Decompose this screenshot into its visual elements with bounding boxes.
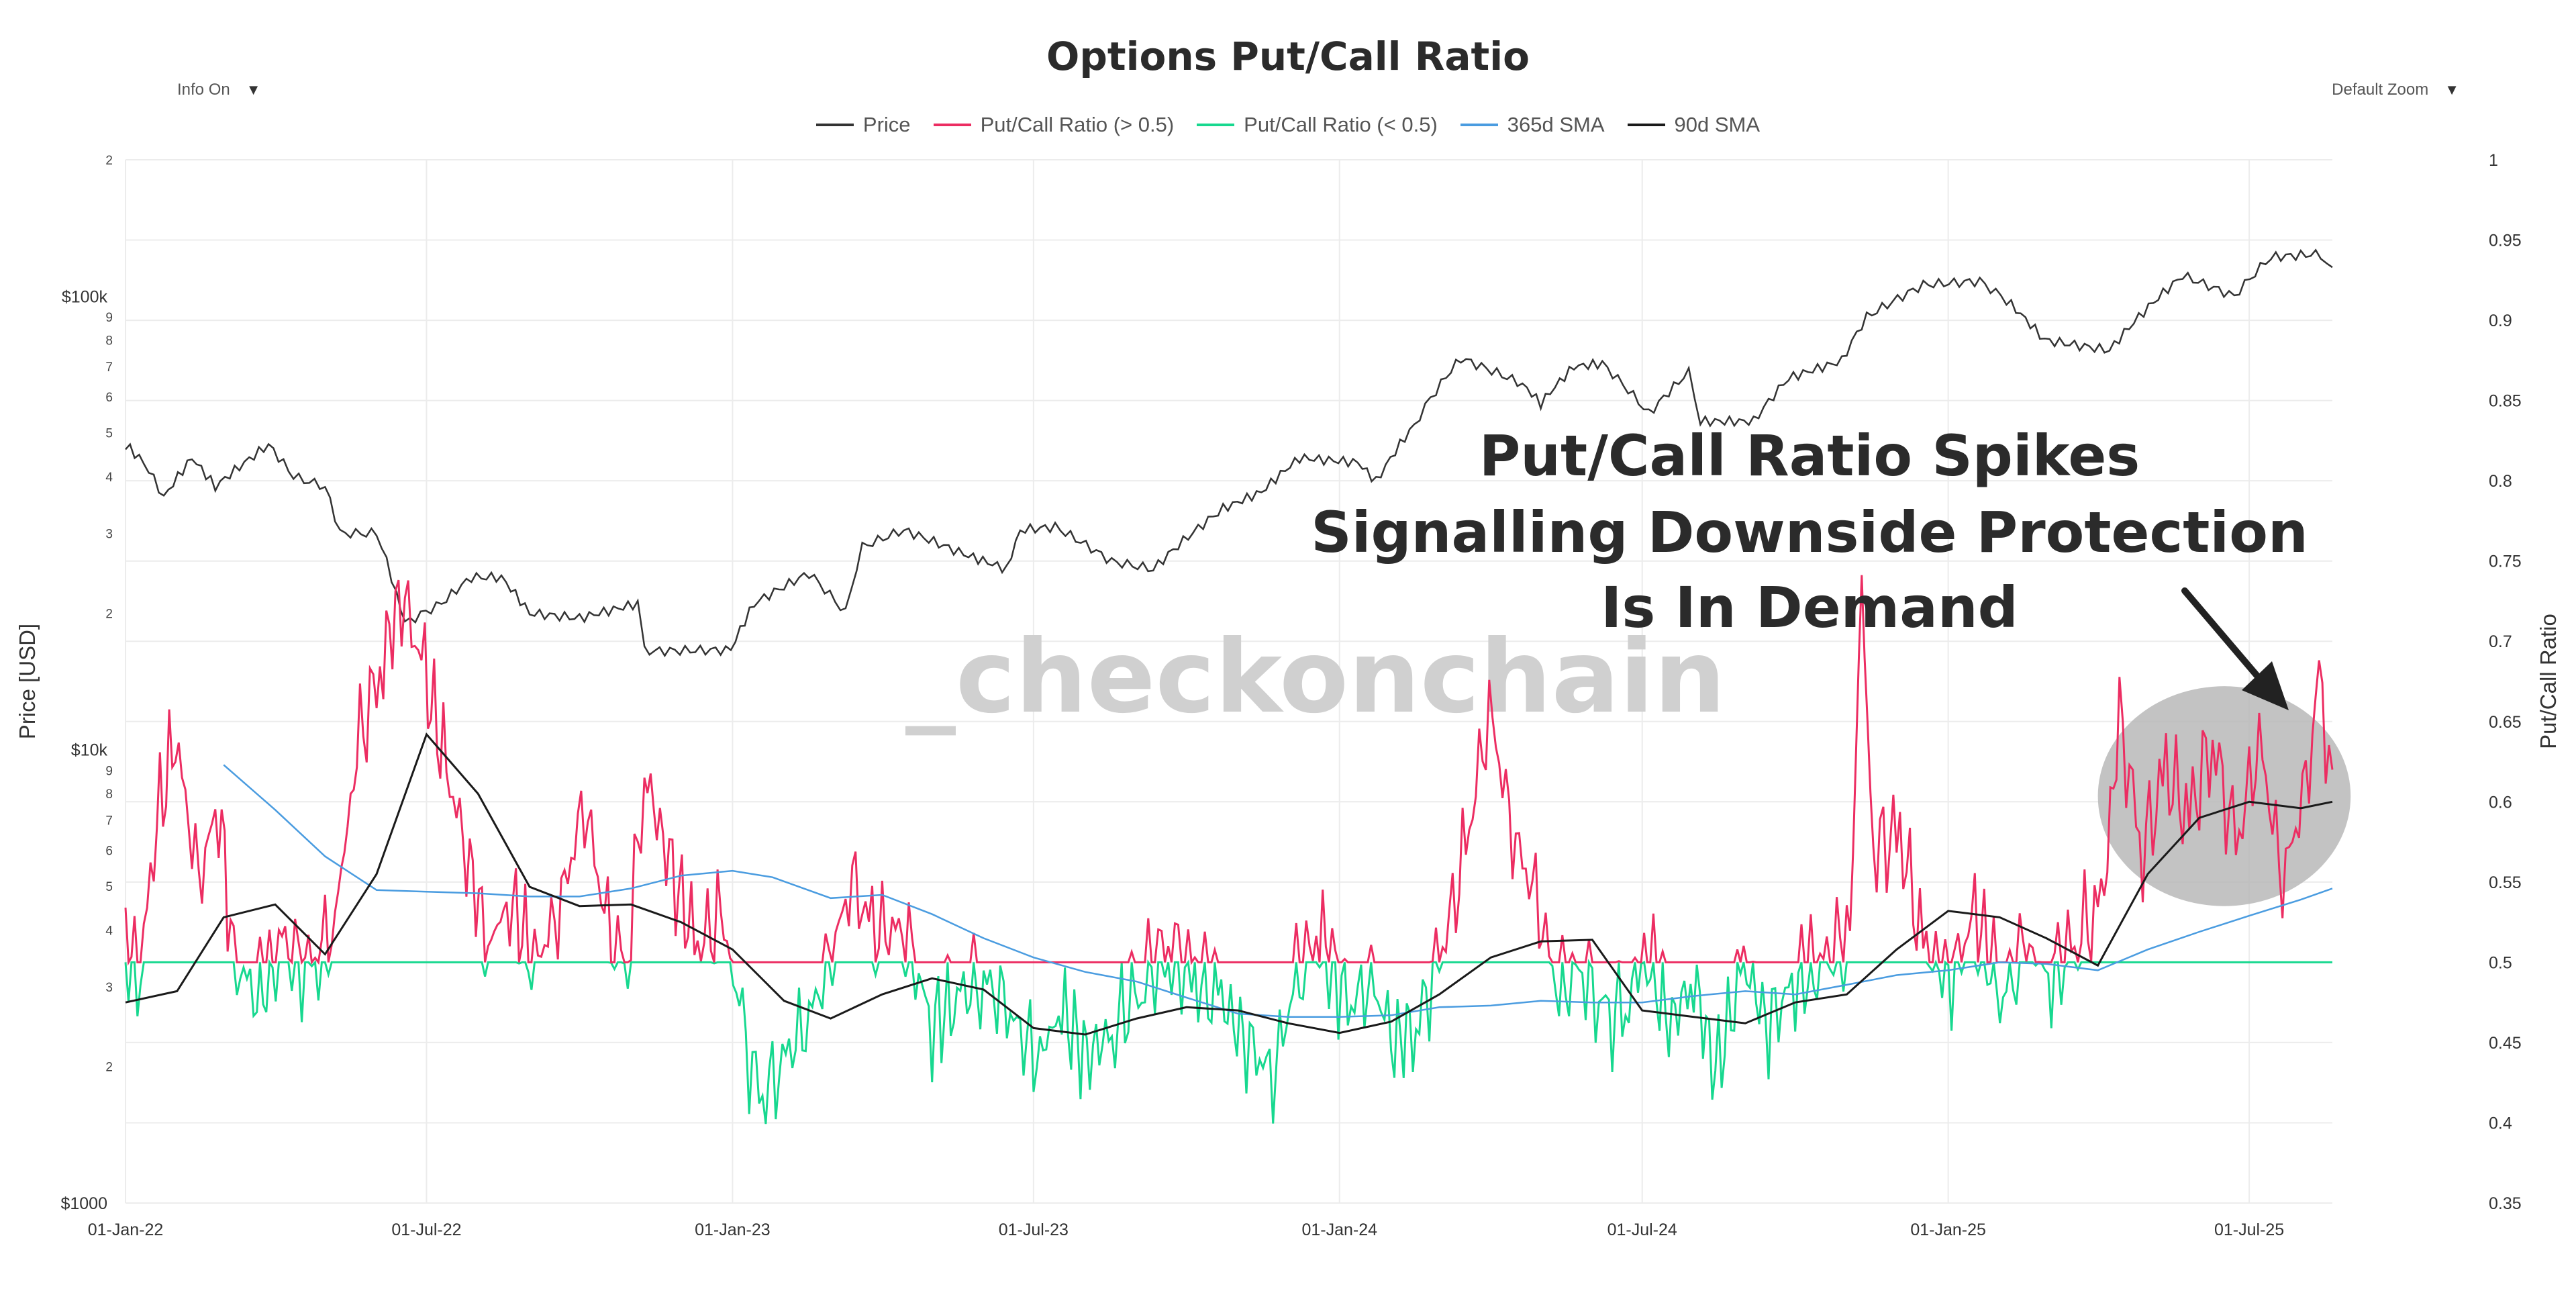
y-left-minor-tick-label: 3 <box>105 981 113 995</box>
y-left-minor-tick-label: 8 <box>105 334 113 348</box>
x-tick-label: 01-Jan-24 <box>1301 1220 1377 1239</box>
y-left-minor-tick-label: 4 <box>105 924 113 938</box>
y-right-tick-label: 0.5 <box>2489 953 2512 972</box>
y-left-minor-tick-label: 7 <box>105 814 113 828</box>
annotation-arrow <box>2181 587 2265 685</box>
info-toggle-label: Info On <box>177 81 230 99</box>
watermark: _checkonchain <box>905 619 1726 736</box>
annotation-text: Is In Demand <box>1601 575 2018 640</box>
chevron-down-icon: ▼ <box>2444 81 2459 98</box>
y-right-tick-label: 0.45 <box>2489 1034 2522 1053</box>
sma-90d-line <box>125 732 2333 1036</box>
y-left-minor-tick-label: 7 <box>105 361 113 375</box>
chart-title: Options Put/Call Ratio <box>1046 34 1530 79</box>
legend: Price Put/Call Ratio (> 0.5) Put/Call Ra… <box>0 113 2576 137</box>
legend-label: 365d SMA <box>1507 113 1605 136</box>
info-toggle-dropdown[interactable]: Info On ▼ <box>168 75 270 105</box>
legend-swatch-365d-sma <box>1460 124 1498 126</box>
y-right-tick-label: 0.85 <box>2489 392 2522 411</box>
legend-label: Price <box>862 113 911 136</box>
y-left-minor-tick-label: 2 <box>105 1061 113 1075</box>
y-right-tick-label: 0.95 <box>2489 232 2522 250</box>
legend-swatch-pcr-above <box>933 124 971 126</box>
y-right-tick-label: 0.35 <box>2489 1194 2522 1213</box>
legend-label: Put/Call Ratio (< 0.5) <box>1244 113 1438 136</box>
x-tick-label: 01-Jul-25 <box>2214 1220 2284 1239</box>
x-tick-label: 01-Jul-22 <box>391 1220 461 1239</box>
y-left-minor-tick-label: 3 <box>105 527 113 541</box>
y-left-minor-tick-label: 2 <box>105 607 113 621</box>
legend-swatch-price <box>815 124 854 126</box>
y-right-tick-label: 0.4 <box>2489 1114 2512 1133</box>
y-left-minor-tick-label: 2 <box>105 154 113 168</box>
x-tick-label: 01-Jul-24 <box>1607 1220 1677 1239</box>
y-left-minor-tick-label: 4 <box>105 471 113 485</box>
legend-item-price[interactable]: Price <box>815 113 911 137</box>
y-right-tick-label: 0.8 <box>2489 472 2512 491</box>
sma-365d-line <box>223 764 2333 1018</box>
y-right-tick-label: 0.6 <box>2489 793 2512 812</box>
zoom-dropdown[interactable]: Default Zoom ▼ <box>2322 75 2469 105</box>
annotation-text: Signalling Downside Protection <box>1311 499 2308 565</box>
y-right-tick-label: 0.75 <box>2489 553 2522 571</box>
x-tick-label: 01-Jan-25 <box>1910 1220 1986 1239</box>
legend-item-pcr-above[interactable]: Put/Call Ratio (> 0.5) <box>933 113 1175 137</box>
legend-label: 90d SMA <box>1674 113 1761 136</box>
y-left-minor-tick-label: 6 <box>105 391 113 405</box>
y-left-minor-tick-label: 9 <box>105 311 113 325</box>
legend-item-365d-sma[interactable]: 365d SMA <box>1460 113 1605 137</box>
y-right-axis-title: Put/Call Ratio <box>2536 614 2561 749</box>
price-line <box>125 248 2333 658</box>
legend-item-90d-sma[interactable]: 90d SMA <box>1627 113 1761 137</box>
y-right-tick-label: 0.65 <box>2489 713 2522 732</box>
x-tick-label: 01-Jan-22 <box>88 1220 164 1239</box>
legend-swatch-90d-sma <box>1627 124 1665 126</box>
chevron-down-icon: ▼ <box>246 81 261 98</box>
legend-item-pcr-below[interactable]: Put/Call Ratio (< 0.5) <box>1197 113 1438 137</box>
y-left-minor-tick-label: 8 <box>105 787 113 802</box>
arrow-head-icon <box>2242 661 2289 710</box>
legend-label: Put/Call Ratio (> 0.5) <box>980 113 1175 136</box>
y-left-axis-title: Price [USD] <box>15 624 40 739</box>
pcr-above-line <box>124 575 2334 966</box>
y-right-tick-label: 1 <box>2489 151 2498 170</box>
y-left-tick-label: $10k <box>71 741 108 760</box>
y-left-tick-label: $100k <box>62 287 108 306</box>
y-left-minor-tick-label: 5 <box>105 427 113 441</box>
y-right-tick-label: 0.7 <box>2489 632 2512 651</box>
zoom-label: Default Zoom <box>2332 81 2429 99</box>
y-left-tick-label: $1000 <box>60 1194 107 1213</box>
y-left-minor-tick-label: 9 <box>105 765 113 779</box>
y-right-tick-label: 0.55 <box>2489 873 2522 892</box>
pcr-below-line <box>124 959 2332 1124</box>
annotation-text: Put/Call Ratio Spikes <box>1479 423 2140 489</box>
y-left-minor-tick-label: 5 <box>105 880 113 894</box>
x-tick-label: 01-Jan-23 <box>695 1220 771 1239</box>
x-tick-label: 01-Jul-23 <box>999 1220 1069 1239</box>
y-right-tick-label: 0.9 <box>2489 312 2512 330</box>
y-left-minor-tick-label: 6 <box>105 844 113 858</box>
legend-swatch-pcr-below <box>1197 124 1235 126</box>
